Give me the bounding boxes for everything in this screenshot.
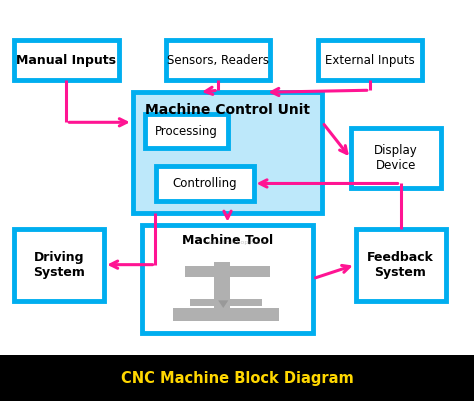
Polygon shape (218, 300, 228, 308)
Text: Driving
System: Driving System (33, 251, 85, 279)
Text: External Inputs: External Inputs (325, 54, 415, 67)
FancyBboxPatch shape (190, 299, 262, 306)
FancyBboxPatch shape (356, 229, 446, 301)
Text: www.theshopy.com: www.theshopy.com (207, 240, 267, 245)
Text: Machine Control Unit: Machine Control Unit (145, 103, 310, 117)
Text: Display
Device: Display Device (374, 144, 418, 172)
FancyBboxPatch shape (156, 166, 254, 200)
Text: CNC Machine Block Diagram: CNC Machine Block Diagram (120, 371, 354, 386)
Text: Controlling: Controlling (173, 177, 237, 190)
Text: Manual Inputs: Manual Inputs (17, 54, 116, 67)
FancyBboxPatch shape (14, 40, 118, 80)
Text: Processing: Processing (155, 125, 218, 138)
FancyBboxPatch shape (214, 263, 230, 319)
FancyBboxPatch shape (142, 225, 313, 333)
FancyBboxPatch shape (166, 40, 270, 80)
FancyBboxPatch shape (217, 275, 229, 300)
FancyBboxPatch shape (173, 308, 279, 321)
FancyBboxPatch shape (351, 128, 441, 188)
FancyBboxPatch shape (14, 229, 104, 301)
FancyBboxPatch shape (318, 40, 422, 80)
Text: Feedback
System: Feedback System (367, 251, 434, 279)
FancyBboxPatch shape (0, 355, 474, 401)
FancyBboxPatch shape (133, 92, 322, 213)
Text: Sensors, Readers: Sensors, Readers (167, 54, 269, 67)
FancyBboxPatch shape (145, 114, 228, 148)
Text: Machine Tool: Machine Tool (182, 234, 273, 247)
FancyBboxPatch shape (185, 266, 270, 277)
